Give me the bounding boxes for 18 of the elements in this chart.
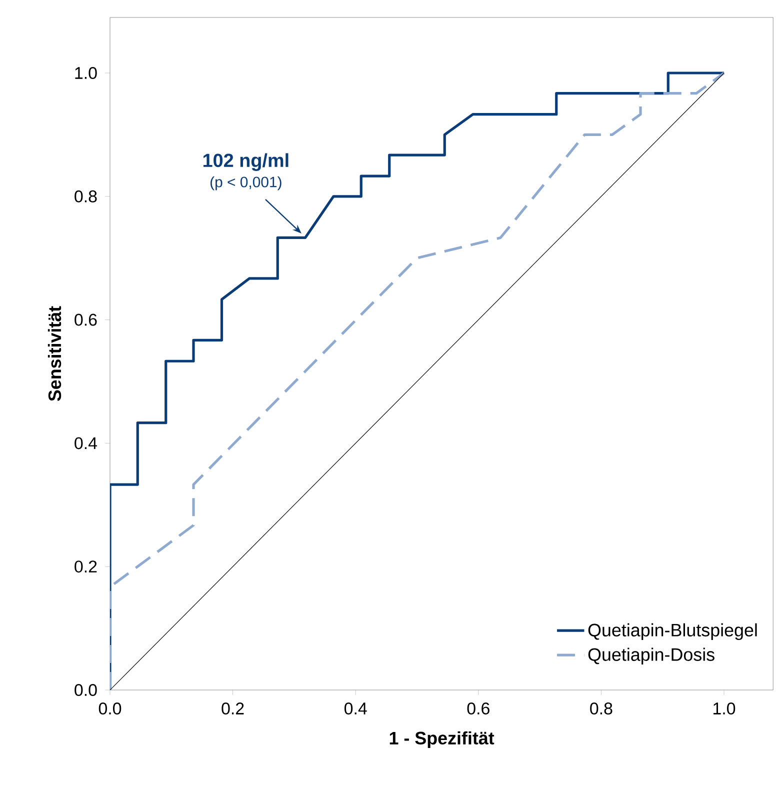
y-tick-label: 0.6 [74,314,97,326]
legend-label: Quetiapin-Blutspiegel [588,623,757,640]
y-tick-label: 0.2 [74,560,97,573]
y-tick-label: 0.4 [74,437,97,450]
annotation: (p < 0,001) [210,176,282,190]
x-tick-label: 0.0 [98,702,122,714]
y-tick-label: 0.0 [74,684,97,696]
x-tick-label: 1.0 [714,702,736,714]
legend-label: Quetiapin-Dosis [588,648,714,664]
y-tick-label: 1.0 [75,66,97,79]
y-axis-title: Sensitivität [48,306,62,402]
y-tick-label: 0.8 [74,190,97,202]
x-tick-label: 0.2 [222,702,244,714]
x-tick-label: 0.8 [590,702,612,714]
x-tick-label: 0.6 [467,702,490,714]
x-axis-title: 1 - Spezifität [390,731,494,748]
x-tick-label: 0.4 [344,702,367,714]
annotation: 102 ng/ml [203,153,288,171]
